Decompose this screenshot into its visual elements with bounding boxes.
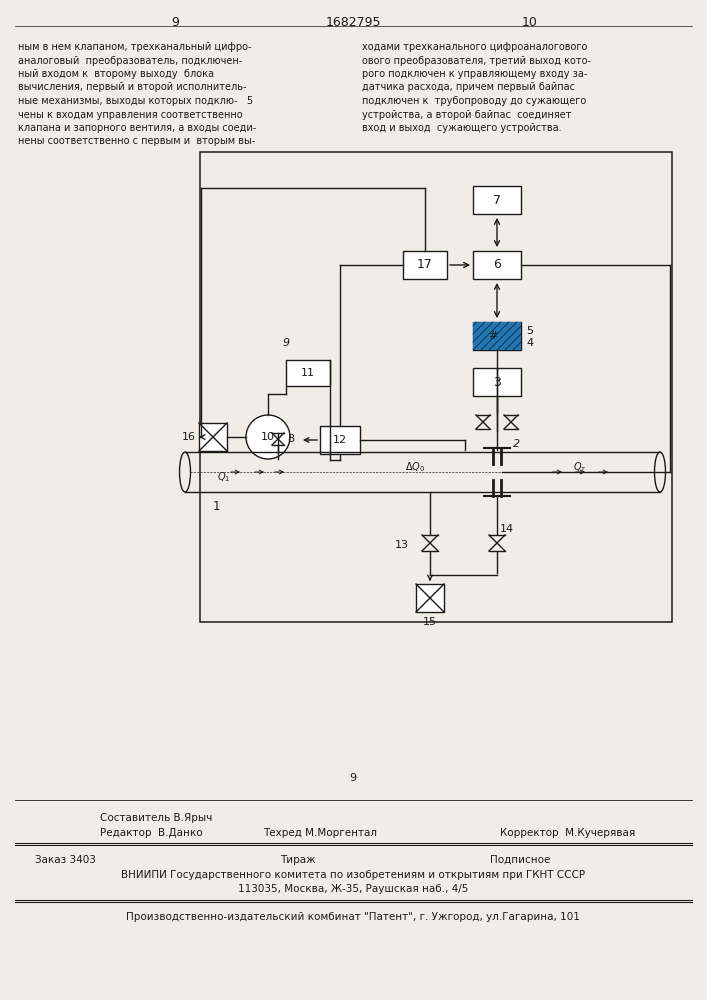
Text: 1: 1 — [212, 500, 220, 514]
Text: ВНИИПИ Государственного комитета по изобретениям и открытиям при ГКНТ СССР: ВНИИПИ Государственного комитета по изоб… — [121, 870, 585, 880]
Text: 10: 10 — [261, 432, 275, 442]
Text: Производственно-издательский комбинат "Патент", г. Ужгород, ул.Гагарина, 101: Производственно-издательский комбинат "П… — [126, 912, 580, 922]
Text: вход и выход  сужающего устройства.: вход и выход сужающего устройства. — [362, 123, 561, 133]
Text: ный входом к  второму выходу  блока: ный входом к второму выходу блока — [18, 69, 214, 79]
Text: Тираж: Тираж — [280, 855, 315, 865]
Bar — [416, 584, 444, 612]
Bar — [403, 251, 447, 279]
Text: аналоговый  преобразователь, подключен-: аналоговый преобразователь, подключен- — [18, 55, 243, 66]
Text: клапана и запорного вентиля, а входы соеди-: клапана и запорного вентиля, а входы сое… — [18, 123, 256, 133]
Bar — [473, 186, 521, 214]
Bar — [473, 368, 521, 396]
Bar — [320, 426, 360, 454]
Text: ового преобразователя, третий выход кото-: ового преобразователя, третий выход кото… — [362, 55, 591, 66]
Text: 9: 9 — [282, 338, 290, 348]
Text: 2: 2 — [513, 439, 520, 449]
Bar — [473, 251, 521, 279]
Text: $Q_1$: $Q_1$ — [217, 470, 230, 484]
Text: Техред М.Моргентал: Техред М.Моргентал — [263, 828, 377, 838]
Bar — [199, 423, 227, 451]
Text: ным в нем клапаном, трехканальный цифро-: ным в нем клапаном, трехканальный цифро- — [18, 42, 252, 52]
Text: 9: 9 — [171, 16, 179, 29]
Text: чены к входам управления соответственно: чены к входам управления соответственно — [18, 109, 243, 119]
Text: #: # — [489, 331, 498, 341]
Text: 14: 14 — [500, 524, 514, 534]
Text: 17: 17 — [417, 258, 433, 271]
Text: $Q_т$: $Q_т$ — [573, 460, 587, 474]
Text: 7: 7 — [493, 194, 501, 207]
Text: 9: 9 — [349, 773, 356, 783]
Text: 1682795: 1682795 — [325, 16, 381, 29]
Text: 5: 5 — [526, 326, 533, 336]
Text: рого подключен к управляющему входу за-: рого подключен к управляющему входу за- — [362, 69, 588, 79]
Text: Корректор  М.Кучерявая: Корректор М.Кучерявая — [500, 828, 636, 838]
Text: 12: 12 — [333, 435, 347, 445]
Text: 3: 3 — [493, 375, 501, 388]
Text: нены соответственно с первым и  вторым вы-: нены соответственно с первым и вторым вы… — [18, 136, 255, 146]
Text: Редактор  В.Данко: Редактор В.Данко — [100, 828, 203, 838]
Text: Заказ 3403: Заказ 3403 — [35, 855, 96, 865]
Text: подключен к  трубопроводу до сужающего: подключен к трубопроводу до сужающего — [362, 96, 586, 106]
Text: устройства, а второй байпас  соединяет: устройства, а второй байпас соединяет — [362, 109, 571, 119]
Text: датчика расхода, причем первый байпас: датчика расхода, причем первый байпас — [362, 83, 575, 93]
Text: Подписное: Подписное — [490, 855, 550, 865]
Text: 15: 15 — [423, 617, 437, 627]
Text: Составитель В.Ярыч: Составитель В.Ярыч — [100, 813, 212, 823]
Text: 16: 16 — [182, 432, 196, 442]
Bar — [286, 360, 330, 386]
Bar — [473, 322, 521, 350]
Text: ные механизмы, выходы которых подклю-   5: ные механизмы, выходы которых подклю- 5 — [18, 96, 253, 106]
Bar — [473, 322, 521, 350]
Text: $\Delta Q_0$: $\Delta Q_0$ — [405, 460, 425, 474]
Text: 4: 4 — [526, 338, 533, 348]
Text: 10: 10 — [522, 16, 538, 29]
Text: 11: 11 — [301, 368, 315, 378]
Circle shape — [246, 415, 290, 459]
Text: 113035, Москва, Ж-35, Раушская наб., 4/5: 113035, Москва, Ж-35, Раушская наб., 4/5 — [238, 884, 468, 894]
Text: 13: 13 — [395, 540, 409, 550]
Text: вычисления, первый и второй исполнитель-: вычисления, первый и второй исполнитель- — [18, 83, 247, 93]
Text: 8: 8 — [287, 434, 294, 444]
Text: 6: 6 — [493, 258, 501, 271]
Text: ходами трехканального цифроаналогового: ходами трехканального цифроаналогового — [362, 42, 588, 52]
